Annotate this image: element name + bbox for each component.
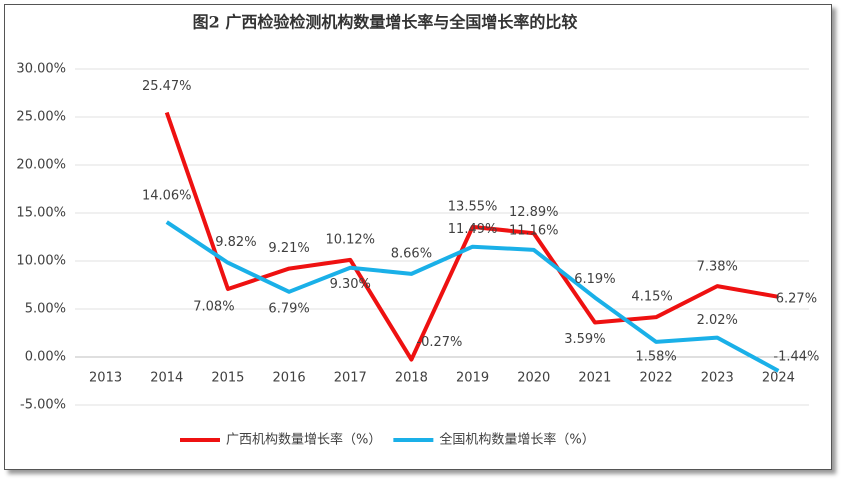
data-label: 2.02% bbox=[697, 313, 738, 328]
data-label: 13.55% bbox=[448, 199, 498, 214]
x-tick-label: 2021 bbox=[578, 371, 611, 386]
data-label: 10.12% bbox=[325, 232, 375, 247]
y-tick-label: 30.00% bbox=[16, 62, 66, 77]
data-label: 25.47% bbox=[142, 79, 192, 94]
data-label: 3.59% bbox=[564, 332, 605, 347]
y-tick-label: -5.00% bbox=[20, 398, 66, 413]
data-label: 7.38% bbox=[697, 260, 738, 275]
x-tick-label: 2017 bbox=[334, 371, 367, 386]
x-tick-label: 2019 bbox=[456, 371, 489, 386]
y-tick-label: 25.00% bbox=[16, 110, 66, 125]
data-label: 1.58% bbox=[635, 349, 676, 364]
data-label: 4.15% bbox=[631, 290, 672, 305]
data-label: 9.30% bbox=[330, 277, 371, 292]
data-label: 11.49% bbox=[448, 222, 498, 237]
x-tick-label: 2022 bbox=[640, 371, 673, 386]
chart-frame bbox=[4, 4, 832, 470]
data-label: 6.79% bbox=[268, 301, 309, 316]
chart-title: 图2 广西检验检测机构数量增长率与全国增长率的比较 bbox=[193, 13, 578, 32]
data-label: -1.44% bbox=[773, 349, 819, 364]
x-tick-label: 2023 bbox=[701, 371, 734, 386]
x-tick-label: 2024 bbox=[762, 371, 795, 386]
x-tick-label: 2014 bbox=[150, 371, 183, 386]
data-label: 8.66% bbox=[391, 246, 432, 261]
x-tick-label: 2013 bbox=[89, 371, 122, 386]
data-label: 6.19% bbox=[574, 272, 615, 287]
legend-label: 全国机构数量增长率（%） bbox=[439, 432, 594, 448]
legend-label: 广西机构数量增长率（%） bbox=[226, 432, 381, 448]
x-tick-label: 2020 bbox=[517, 371, 550, 386]
data-label: 7.08% bbox=[193, 300, 234, 315]
y-tick-label: 0.00% bbox=[25, 350, 66, 365]
x-tick-label: 2016 bbox=[273, 371, 306, 386]
data-label: 9.21% bbox=[268, 241, 309, 256]
data-label: -0.27% bbox=[416, 335, 462, 350]
y-tick-label: 5.00% bbox=[25, 302, 66, 317]
data-label: 14.06% bbox=[142, 189, 192, 204]
x-tick-label: 2015 bbox=[211, 371, 244, 386]
x-tick-label: 2018 bbox=[395, 371, 428, 386]
series-line bbox=[165, 220, 780, 373]
series-line bbox=[164, 111, 779, 362]
data-label: 9.82% bbox=[215, 235, 256, 250]
y-tick-label: 10.00% bbox=[16, 254, 66, 269]
data-label: 6.27% bbox=[776, 291, 817, 306]
y-tick-label: 15.00% bbox=[16, 206, 66, 221]
data-label: 11.16% bbox=[509, 223, 559, 238]
y-tick-label: 20.00% bbox=[16, 158, 66, 173]
data-label: 12.89% bbox=[509, 205, 559, 220]
